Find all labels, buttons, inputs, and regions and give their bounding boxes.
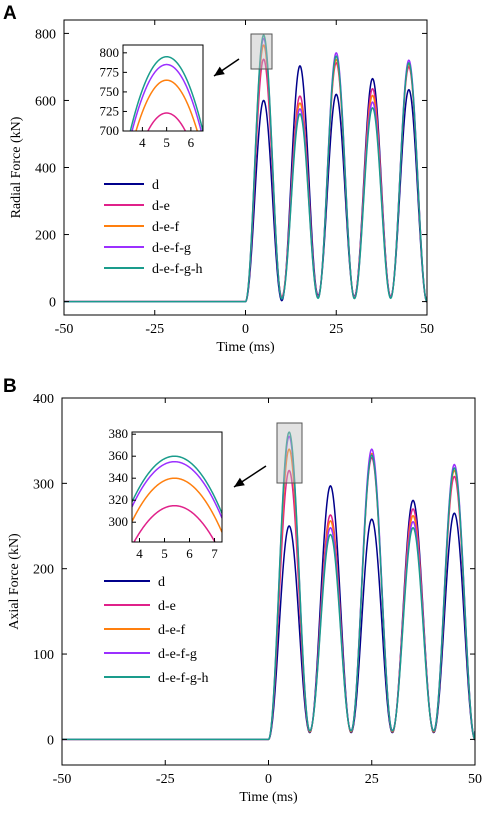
inset-series-line-d-e-f-g-h <box>132 455 222 514</box>
axial-force-chart: -50 -25 0 25 50 0 100 200 300 400 Time (ms) Axial F… <box>7 392 482 805</box>
y-tick-label: 200 <box>35 229 56 244</box>
inset-y-tick-label: 725 <box>100 103 120 118</box>
inset-x-tick-label: 4 <box>139 135 146 150</box>
inset-x-tick-label: 6 <box>188 135 195 150</box>
legend-label: d-e-f-g-h <box>158 671 209 686</box>
inset-series-line-d-e-f-g-h <box>129 55 203 131</box>
legend-label: d-e-f <box>152 220 180 235</box>
y-tick-label: 400 <box>33 392 54 407</box>
inset-x-tick-label: 7 <box>211 546 218 561</box>
inset-x-tick-label: 6 <box>186 546 193 561</box>
y-tick-label: 100 <box>33 648 54 663</box>
inset-y-tick-label: 360 <box>109 448 129 463</box>
panel-letter-b: B <box>3 376 17 397</box>
inset-series-line-d-e-f <box>132 477 222 533</box>
inset-y-tick-label: 750 <box>100 84 120 99</box>
x-tick-label: 50 <box>420 322 434 337</box>
x-tick-label: -25 <box>145 322 164 337</box>
inset-series-line-d-e-f <box>135 79 199 131</box>
inset-y-tick-label: 700 <box>100 123 120 138</box>
legend-label: d-e-f <box>158 623 186 638</box>
inset-lines <box>129 55 203 131</box>
inset-series-line-d-e-f-g <box>132 460 222 519</box>
x-tick-label: -25 <box>156 772 175 787</box>
series-lines <box>64 34 427 304</box>
inset-frame <box>131 431 223 543</box>
x-tick-label: -50 <box>53 772 72 787</box>
inset-y-tick-label: 380 <box>109 426 129 441</box>
legend-label: d <box>152 178 159 193</box>
zoom-region-box <box>276 422 303 484</box>
y-tick-label: 600 <box>35 94 56 109</box>
x-tick-label: 0 <box>242 322 249 337</box>
x-axis-title: Time (ms) <box>216 340 275 355</box>
legend-label: d-e-f-g <box>158 647 197 662</box>
series-lines <box>62 431 475 742</box>
inset-x-tick-label: 4 <box>136 546 143 561</box>
y-axis-title: Axial Force (kN) <box>7 533 22 630</box>
y-tick-label: 800 <box>35 27 56 42</box>
series-line-d-e-f-g-h <box>64 34 427 304</box>
legend-label: d-e-f-g-h <box>152 262 203 277</box>
inset-lines <box>132 455 222 617</box>
x-tick-label: -50 <box>55 322 74 337</box>
zoom-arrow-head <box>234 477 245 487</box>
inset-series-line-d-e <box>133 504 216 542</box>
inset-x-tick-label: 5 <box>161 546 168 561</box>
y-tick-label: 0 <box>49 296 56 311</box>
inset-y-tick-label: 300 <box>109 514 129 529</box>
legend-label: d-e-f-g <box>152 241 191 256</box>
radial-force-chart: -50 -25 0 25 50 0 200 400 600 800 Time (ms) Radial … <box>9 19 434 355</box>
inset-x-tick-label: 5 <box>163 135 170 150</box>
legend-label: d-e <box>152 199 170 214</box>
zoom-arrow-head <box>214 66 225 76</box>
inset-series-line-d-e <box>147 112 187 131</box>
y-tick-label: 200 <box>33 563 54 578</box>
y-axis-title: Radial Force (kN) <box>9 116 24 218</box>
panel-letter-a: A <box>3 3 17 24</box>
inset-frame <box>122 44 204 132</box>
x-tick-label: 25 <box>365 772 379 787</box>
legend-label: d-e <box>158 599 176 614</box>
inset-y-tick-label: 800 <box>100 45 120 60</box>
inset-y-tick-label: 320 <box>109 492 129 507</box>
zoom-region-box <box>250 33 273 70</box>
x-axis-title: Time (ms) <box>239 790 298 805</box>
inset-y-tick-label: 775 <box>100 64 120 79</box>
inset-series-line-d-e-f-g <box>131 63 202 131</box>
y-tick-label: 0 <box>47 733 54 748</box>
series-line-d-e-f-g-h <box>62 431 475 742</box>
legend-label: d <box>158 575 165 590</box>
x-tick-label: 25 <box>329 322 343 337</box>
inset-series-line-d <box>132 577 222 617</box>
y-tick-label: 400 <box>35 162 56 177</box>
x-tick-label: 0 <box>265 772 272 787</box>
x-tick-label: 50 <box>468 772 482 787</box>
y-tick-label: 300 <box>33 477 54 492</box>
inset-y-tick-label: 340 <box>109 470 129 485</box>
